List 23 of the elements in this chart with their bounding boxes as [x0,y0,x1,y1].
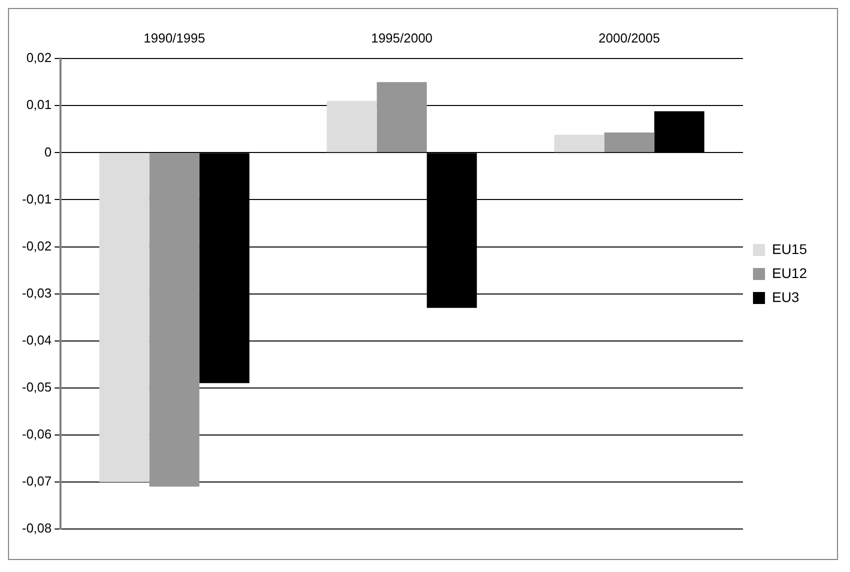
y-tick-label: -0,02 [22,238,52,254]
y-tick-label: -0,05 [22,379,52,394]
legend-label: EU3 [772,288,800,305]
x-tick-label: 1990/1995 [144,30,206,46]
legend-label: EU15 [772,240,808,257]
y-tick-label: -0,07 [22,474,52,489]
y-tick-label: -0,03 [22,285,52,300]
bar [604,132,654,152]
y-tick-label: -0,04 [22,332,52,348]
y-tick-label: 0,02 [26,50,52,66]
x-tick-label: 2000/2005 [598,30,660,46]
x-tick-label: 1995/2000 [371,30,433,46]
y-tick-label: 0 [44,144,52,160]
y-tick-label: -0,08 [22,520,52,536]
y-tick-label: -0,01 [22,191,52,206]
bar [554,134,604,152]
legend-label: EU12 [772,264,808,281]
y-tick-label: -0,06 [22,426,52,442]
bar [326,100,377,152]
bar [149,153,200,487]
bar [99,153,150,482]
bar [376,82,427,152]
y-tick-label: 0,01 [26,97,52,112]
